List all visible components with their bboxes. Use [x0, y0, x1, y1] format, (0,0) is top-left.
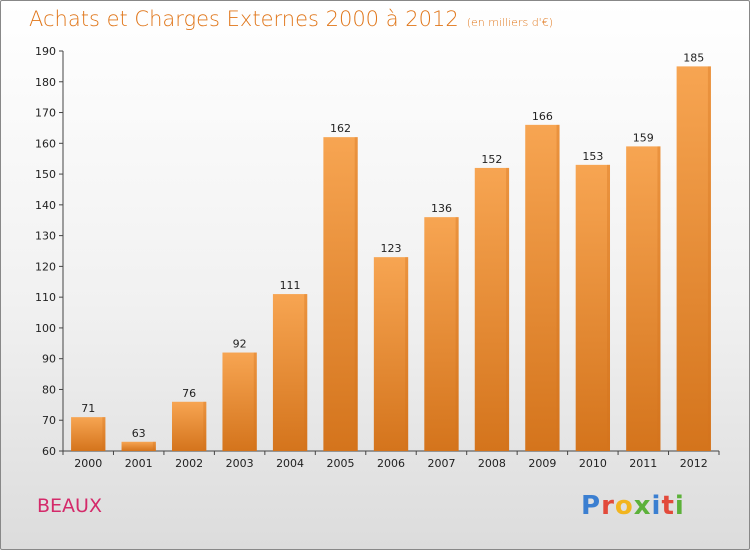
- bar-shade: [405, 257, 409, 451]
- bar-2007[interactable]: [424, 217, 459, 451]
- bar-2006[interactable]: [373, 257, 409, 451]
- bar-2003[interactable]: [222, 352, 257, 451]
- chart-axes: 60 70 80 90 100 110 120 130 140 150 160 170 180 190 20…: [35, 45, 720, 470]
- bar-2002[interactable]: [171, 401, 207, 451]
- bar-2011[interactable]: [626, 146, 661, 451]
- y-tick-label: 170: [35, 107, 56, 120]
- bar-shade: [455, 217, 459, 451]
- x-tick-label: 2004: [276, 457, 304, 470]
- bar-shade: [354, 137, 358, 451]
- y-tick-label: 180: [35, 76, 56, 89]
- chart-bars: [71, 66, 711, 451]
- data-label: 185: [683, 51, 704, 64]
- bar-shade: [253, 352, 257, 451]
- y-tick-label: 90: [42, 353, 56, 366]
- bar-2000[interactable]: [71, 417, 106, 451]
- bar-shade: [304, 294, 308, 451]
- bar-shade: [556, 124, 560, 451]
- bar-2005[interactable]: [323, 137, 358, 451]
- y-tick-label: 140: [35, 199, 56, 212]
- chart-subtitle: (en milliers d'€): [466, 16, 553, 29]
- data-label: 71: [81, 402, 95, 415]
- x-tick-label: 2011: [629, 457, 657, 470]
- y-tick-label: 100: [35, 322, 56, 335]
- y-tick-label: 60: [42, 445, 56, 458]
- bar-shade: [607, 164, 611, 451]
- data-label: 152: [481, 153, 502, 166]
- bar-shade: [152, 441, 156, 451]
- y-tick-label: 150: [35, 168, 56, 181]
- x-tick-label: 2012: [680, 457, 708, 470]
- chart-data-labels: 71 63 76 92 111 162 123 136 152 166 153 159 185: [81, 51, 704, 439]
- y-tick-label: 130: [35, 230, 56, 243]
- chart-title-text: Achats et Charges Externes 2000 à 2012: [29, 7, 459, 31]
- x-tick-label: 2005: [327, 457, 355, 470]
- bar-2009[interactable]: [525, 124, 560, 451]
- chart-title: Achats et Charges Externes 2000 à 2012 (e…: [29, 7, 553, 31]
- x-tick-label: 2003: [226, 457, 254, 470]
- x-tick-label: 2002: [175, 457, 203, 470]
- data-label: 92: [233, 338, 247, 351]
- place-name: BEAUX: [37, 495, 102, 517]
- bar-2004[interactable]: [272, 294, 308, 451]
- bar-2010[interactable]: [575, 164, 611, 451]
- data-label: 166: [532, 110, 553, 123]
- bar-shade: [102, 417, 106, 451]
- proxiti-logo[interactable]: Proxiti: [581, 491, 685, 521]
- y-tick-label: 160: [35, 137, 56, 150]
- data-label: 159: [633, 131, 654, 144]
- bar-2001[interactable]: [121, 441, 156, 451]
- x-tick-label: 2009: [528, 457, 556, 470]
- bar-shade: [203, 401, 207, 451]
- x-tick-label: 2006: [377, 457, 405, 470]
- y-tick-label: 120: [35, 260, 56, 273]
- bar-shade: [506, 167, 510, 451]
- data-label: 153: [582, 150, 603, 163]
- data-label: 162: [330, 122, 351, 135]
- x-tick-label: 2007: [427, 457, 455, 470]
- y-tick-label: 110: [35, 291, 56, 304]
- data-label: 76: [182, 387, 196, 400]
- bar-2012[interactable]: [676, 66, 711, 451]
- bar-shade: [657, 146, 661, 451]
- data-label: 63: [132, 427, 146, 440]
- x-tick-label: 2001: [125, 457, 153, 470]
- data-label: 111: [280, 279, 301, 292]
- data-label: 136: [431, 202, 452, 215]
- bar-shade: [707, 66, 711, 451]
- y-tick-label: 70: [42, 414, 56, 427]
- x-tick-label: 2000: [74, 457, 102, 470]
- y-tick-label: 80: [42, 383, 56, 396]
- y-tick-label: 190: [35, 45, 56, 58]
- x-tick-label: 2010: [579, 457, 607, 470]
- x-tick-label: 2008: [478, 457, 506, 470]
- data-label: 123: [381, 242, 402, 255]
- bar-2008[interactable]: [474, 167, 510, 451]
